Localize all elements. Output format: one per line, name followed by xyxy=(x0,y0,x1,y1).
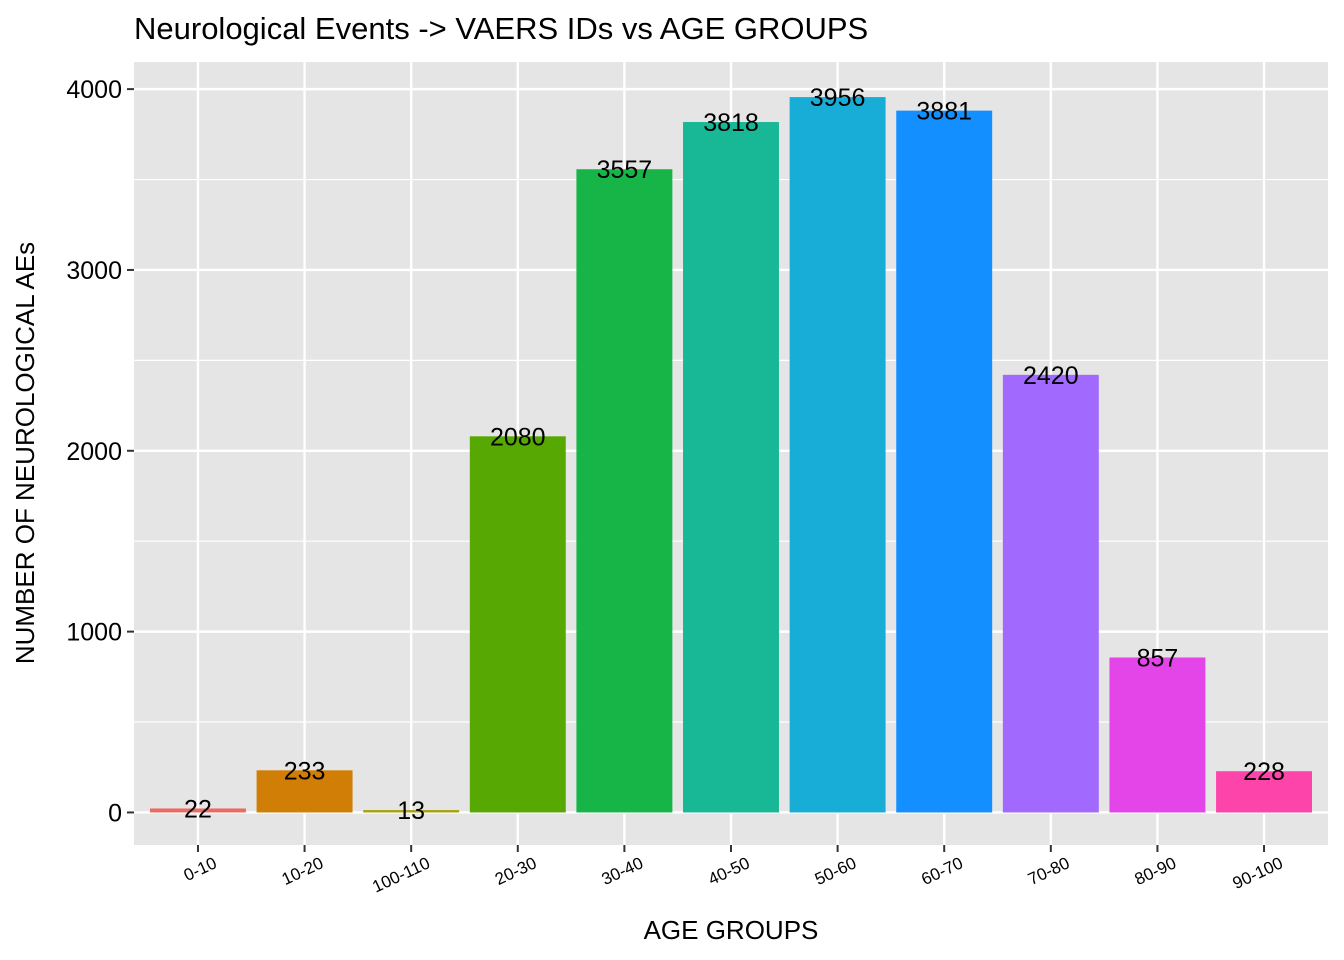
x-tick-label-100-110: 100-110 xyxy=(369,853,432,896)
x-tick-label-60-70: 60-70 xyxy=(918,853,965,889)
chart-title: Neurological Events -> VAERS IDs vs AGE … xyxy=(134,11,868,46)
bar-0-10 xyxy=(149,808,246,813)
x-axis-title: AGE GROUPS xyxy=(644,915,819,945)
x-axis: 0-10 10-20 100-110 20-30 30-40 40-50 50-60 60-7… xyxy=(181,845,1286,896)
x-tick-label-80-90: 80-90 xyxy=(1132,853,1179,889)
x-tick-label-50-60: 50-60 xyxy=(812,853,859,889)
value-label-10-20: 233 xyxy=(284,757,326,785)
bar-40-50 xyxy=(683,122,779,813)
bars xyxy=(149,97,1313,813)
bar-70-80 xyxy=(1002,374,1099,813)
value-label-70-80: 2420 xyxy=(1023,362,1079,390)
x-tick-label-30-40: 30-40 xyxy=(599,853,646,889)
value-label-0-10: 22 xyxy=(184,795,212,823)
bar-80-90 xyxy=(1109,657,1206,813)
x-tick-label-20-30: 20-30 xyxy=(492,853,539,889)
y-axis-title: NUMBER OF NEUROLOGICAL AEs xyxy=(10,242,40,664)
value-label-30-40: 3557 xyxy=(597,156,653,184)
bar-50-60 xyxy=(789,97,886,813)
y-tick-label: 3000 xyxy=(66,257,122,285)
value-label-50-60: 3956 xyxy=(810,84,866,112)
value-label-90-100: 228 xyxy=(1243,758,1285,786)
y-axis: 0 1000 2000 3000 4000 xyxy=(66,76,134,827)
x-tick-label-90-100: 90-100 xyxy=(1230,853,1286,893)
value-label-100-110: 13 xyxy=(397,797,425,825)
x-tick-label-40-50: 40-50 xyxy=(705,853,752,889)
x-tick-label-10-20: 10-20 xyxy=(279,853,326,889)
bar-60-70 xyxy=(896,110,993,813)
y-tick-label: 0 xyxy=(108,799,122,827)
bar-20-30 xyxy=(469,436,566,813)
y-tick-label: 4000 xyxy=(66,76,122,104)
value-label-80-90: 857 xyxy=(1137,644,1179,672)
y-tick-label: 1000 xyxy=(66,619,122,647)
x-tick-label-0-10: 0-10 xyxy=(181,853,220,885)
bar-90-100 xyxy=(1216,771,1313,813)
bar-100-110 xyxy=(363,810,460,813)
bar-10-20 xyxy=(256,770,353,813)
value-label-20-30: 2080 xyxy=(490,423,546,451)
value-label-40-50: 3818 xyxy=(703,109,759,137)
value-label-60-70: 3881 xyxy=(916,98,972,126)
bar-30-40 xyxy=(576,169,673,813)
x-tick-label-70-80: 70-80 xyxy=(1025,853,1072,889)
value-labels: 22 233 13 2080 3557 3818 3956 3881 2420 857 228 xyxy=(184,84,1285,825)
y-tick-label: 2000 xyxy=(66,438,122,466)
